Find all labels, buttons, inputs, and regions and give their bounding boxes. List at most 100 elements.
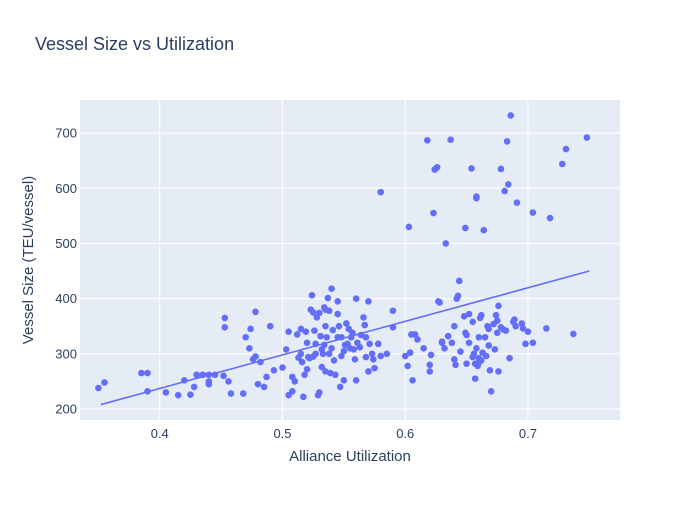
data-point bbox=[524, 328, 532, 336]
x-tick-label: 0.4 bbox=[151, 426, 169, 441]
data-point bbox=[323, 333, 330, 341]
data-point bbox=[433, 164, 441, 171]
data-point bbox=[312, 350, 319, 358]
data-point bbox=[293, 331, 301, 338]
data-point bbox=[442, 240, 450, 247]
data-point bbox=[270, 367, 278, 374]
data-point bbox=[482, 352, 490, 360]
data-point bbox=[401, 352, 409, 360]
data-point bbox=[495, 302, 502, 310]
data-point bbox=[471, 375, 479, 382]
data-point bbox=[338, 352, 345, 360]
data-point bbox=[420, 344, 427, 352]
x-tick-label: 0.6 bbox=[396, 426, 414, 441]
data-point bbox=[95, 384, 102, 392]
data-point bbox=[366, 340, 373, 348]
data-point bbox=[247, 325, 254, 333]
data-point bbox=[502, 327, 510, 334]
data-point bbox=[304, 353, 312, 361]
data-point bbox=[301, 371, 308, 379]
data-point bbox=[370, 356, 377, 363]
data-point bbox=[411, 331, 419, 338]
data-point bbox=[361, 321, 369, 329]
data-point bbox=[190, 383, 198, 391]
data-point bbox=[365, 298, 372, 305]
data-point bbox=[343, 320, 350, 327]
data-point bbox=[340, 347, 348, 355]
data-point bbox=[562, 145, 570, 153]
data-point bbox=[246, 344, 253, 352]
data-point bbox=[328, 344, 335, 352]
data-point bbox=[409, 376, 416, 384]
data-point bbox=[501, 187, 508, 195]
data-point bbox=[254, 380, 262, 388]
data-point bbox=[427, 351, 435, 359]
data-point bbox=[322, 322, 329, 330]
y-tick-label: 700 bbox=[55, 126, 77, 141]
data-point bbox=[352, 295, 360, 302]
data-point bbox=[365, 368, 372, 375]
data-point bbox=[438, 339, 446, 347]
data-point bbox=[300, 393, 307, 401]
data-point bbox=[522, 340, 529, 348]
data-point bbox=[495, 368, 502, 375]
data-point bbox=[454, 292, 462, 300]
data-point bbox=[475, 333, 483, 341]
data-point bbox=[334, 298, 342, 305]
x-axis-title: Alliance Utilization bbox=[289, 448, 411, 465]
data-point bbox=[319, 350, 327, 358]
data-point bbox=[451, 322, 458, 330]
data-point bbox=[480, 226, 488, 234]
data-point bbox=[546, 214, 554, 222]
data-point bbox=[317, 332, 324, 340]
tick-labels: 0.4 0.5 0.6 0.7 200 300 400 500 600 700 bbox=[55, 126, 537, 441]
y-tick-label: 400 bbox=[55, 291, 77, 306]
data-point bbox=[529, 209, 537, 216]
data-point bbox=[426, 361, 434, 369]
data-point bbox=[318, 363, 326, 371]
data-point bbox=[325, 350, 333, 358]
data-point bbox=[383, 350, 391, 358]
data-point bbox=[266, 322, 274, 330]
data-point bbox=[487, 388, 495, 395]
data-point bbox=[252, 308, 259, 316]
data-point bbox=[389, 324, 397, 331]
data-point bbox=[377, 188, 384, 196]
data-point bbox=[493, 317, 501, 324]
data-point bbox=[221, 324, 229, 331]
data-point bbox=[426, 368, 434, 375]
data-point bbox=[447, 136, 454, 144]
data-point bbox=[519, 325, 527, 332]
data-point bbox=[374, 340, 382, 348]
data-point bbox=[492, 311, 500, 319]
data-point bbox=[297, 325, 305, 333]
data-point bbox=[497, 165, 505, 173]
data-point bbox=[220, 372, 227, 380]
data-point bbox=[377, 352, 384, 360]
data-point bbox=[221, 314, 229, 322]
chart-title: Vessel Size vs Utilization bbox=[35, 34, 234, 54]
data-point bbox=[329, 326, 337, 334]
data-point bbox=[529, 339, 537, 347]
data-point bbox=[371, 364, 378, 372]
data-point bbox=[436, 299, 443, 306]
data-point bbox=[174, 391, 182, 399]
data-point bbox=[227, 390, 235, 397]
data-point bbox=[303, 339, 311, 347]
data-point bbox=[330, 357, 338, 364]
data-point bbox=[350, 346, 357, 353]
data-point bbox=[239, 390, 247, 397]
data-point bbox=[518, 320, 526, 327]
data-markers bbox=[95, 112, 591, 401]
data-point bbox=[570, 330, 577, 338]
data-point bbox=[583, 134, 591, 141]
data-point bbox=[444, 332, 452, 340]
data-point bbox=[473, 194, 480, 202]
y-tick-label: 500 bbox=[55, 236, 77, 251]
data-point bbox=[316, 309, 323, 317]
data-point bbox=[360, 314, 367, 321]
data-point bbox=[205, 371, 213, 379]
data-point bbox=[331, 371, 339, 379]
